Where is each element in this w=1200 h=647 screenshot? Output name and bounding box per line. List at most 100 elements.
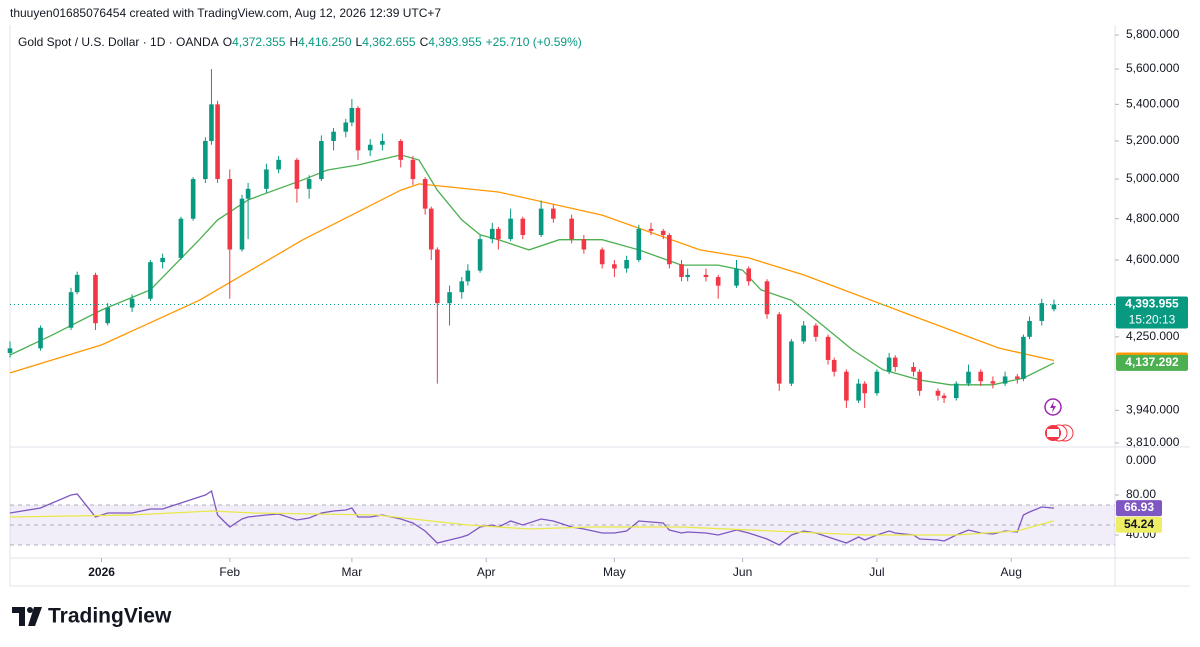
candle-body: [685, 274, 690, 278]
candle-body: [215, 104, 220, 180]
candle-body: [569, 218, 574, 240]
candle-body: [398, 140, 404, 160]
candle-body: [789, 341, 794, 384]
credit: thuuyen01685076454 created with TradingV…: [10, 6, 441, 20]
candle-body: [496, 228, 501, 240]
candle-body: [856, 383, 861, 401]
candle-body: [306, 179, 312, 189]
candle-body: [264, 169, 269, 189]
y-tick-label: 3,940.000: [1126, 403, 1180, 417]
candle-body: [349, 107, 355, 123]
candle-body: [319, 140, 324, 180]
candle-body: [715, 277, 721, 286]
candle-body: [343, 122, 349, 132]
candle-body: [105, 307, 110, 324]
candle-body: [612, 264, 617, 269]
y-tick-label: 4,800.000: [1126, 211, 1180, 225]
candle-body: [953, 383, 959, 399]
candle-body: [276, 159, 281, 170]
candle-body: [660, 230, 666, 236]
y-tick-label: 3,810.000: [1126, 435, 1180, 449]
legend-value: 4,372.355: [232, 35, 286, 49]
event-icon: [1047, 429, 1059, 437]
candle-body: [294, 159, 300, 189]
candle-body: [465, 270, 471, 282]
legend-key: H: [289, 35, 298, 49]
candle-body: [520, 218, 526, 236]
candle-body: [941, 395, 947, 399]
candle-body: [148, 262, 153, 299]
candle-body: [190, 179, 196, 219]
candle-body: [624, 260, 629, 269]
candle-body: [209, 104, 214, 141]
rsi-line: [9, 510, 1055, 536]
candle-body: [1051, 304, 1057, 310]
candle-body: [422, 179, 428, 209]
candle-body: [38, 327, 43, 349]
rsi-tick-label: 80.00: [1126, 487, 1156, 501]
candle-body: [703, 274, 709, 278]
candle-body: [648, 228, 654, 231]
candle-body: [410, 159, 416, 180]
candle-body: [911, 366, 916, 372]
event-icon: [1050, 401, 1056, 413]
candle-body: [825, 336, 831, 360]
logo-mark: [27, 607, 33, 613]
legend-key: L: [356, 35, 363, 49]
candle-body: [1027, 320, 1032, 337]
candle-body: [1021, 336, 1026, 379]
candle-body: [667, 235, 672, 265]
candle-body: [538, 208, 544, 236]
candle-body: [1015, 376, 1020, 379]
legend-key: O: [223, 35, 232, 49]
legend-symbol: Gold Spot / U.S. Dollar · 1D · OANDA: [18, 35, 219, 49]
candle-body: [477, 239, 483, 271]
price-tag: [1116, 296, 1188, 329]
rsi-tag-label: 66.93: [1124, 500, 1154, 514]
x-tick-label: Mar: [342, 565, 363, 579]
y-tick-label: 5,600.000: [1126, 61, 1180, 75]
moving-average: [9, 183, 1055, 374]
logo-mark: [28, 607, 42, 626]
y-tick-label: 5,400.000: [1126, 97, 1180, 111]
candle-body: [935, 390, 941, 396]
y-tick-label: 5,200.000: [1126, 133, 1180, 147]
candle-body: [978, 371, 983, 382]
legend-value: 4,362.655: [362, 35, 416, 49]
legend: Gold Spot / U.S. Dollar · 1D · OANDA O4,3…: [18, 35, 582, 49]
price-tag-label: 4,393.955: [1125, 297, 1179, 311]
candle-body: [966, 371, 971, 384]
legend-value: 4,393.955: [428, 35, 482, 49]
candle-body: [7, 348, 13, 353]
candle-body: [227, 179, 233, 250]
y-tick-label: 5,000.000: [1126, 171, 1180, 185]
candle-body: [862, 383, 867, 394]
candle-body: [447, 292, 452, 304]
candle-body: [844, 371, 849, 401]
candle-body: [435, 249, 440, 304]
candle-body: [764, 281, 770, 315]
brand: TradingView: [48, 605, 172, 628]
candle-body: [917, 371, 922, 391]
candle-body: [1002, 376, 1008, 384]
x-tick-label: Jun: [733, 565, 752, 579]
candle-body: [459, 281, 465, 293]
candle-body: [367, 144, 373, 151]
candle-body: [551, 208, 556, 219]
candle-body: [599, 249, 605, 265]
logo: TradingView: [12, 605, 172, 628]
candle-body: [886, 357, 892, 372]
candle-body: [129, 298, 135, 308]
price-tag: [1116, 354, 1188, 371]
x-tick-label: May: [603, 565, 626, 579]
candle-body: [380, 140, 385, 145]
candle-body: [813, 325, 819, 337]
candle-body: [93, 274, 98, 324]
candle-body: [428, 208, 434, 250]
price-tag-label: 4,137.292: [1125, 355, 1179, 369]
logo-mark: [12, 607, 25, 626]
candle-body: [679, 264, 684, 278]
